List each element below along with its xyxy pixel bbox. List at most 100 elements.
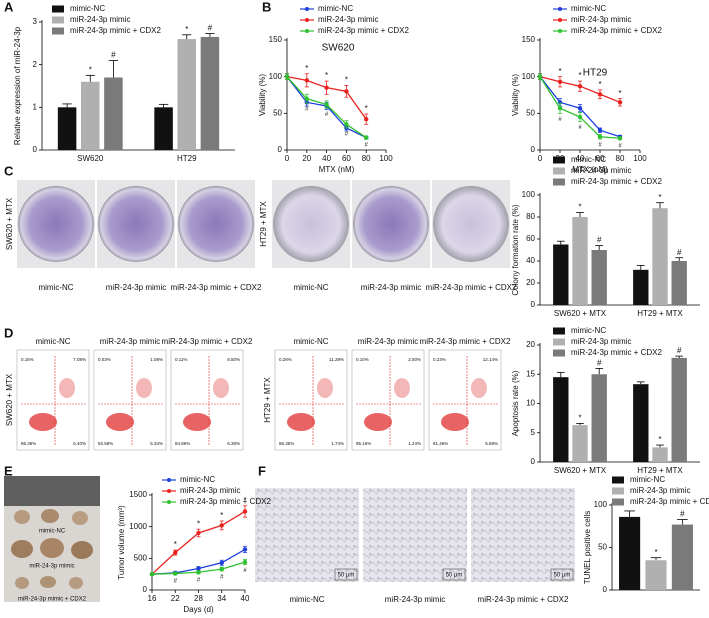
y-axis-label: Colony formation rate (%) (511, 204, 520, 295)
y-tick-label: 50 (598, 543, 607, 552)
x-tick-label: 100 (633, 154, 647, 163)
quadrant-label: 7.08% (73, 357, 86, 362)
bar (553, 244, 569, 305)
image-caption: mimic-NC (38, 283, 73, 292)
legend-label: mimic-NC (318, 4, 353, 13)
significance-marker: * (185, 25, 188, 34)
significance-marker: * (598, 80, 601, 89)
significance-marker: * (220, 511, 223, 520)
well (178, 186, 254, 262)
quadrant-label: 86.36% (21, 441, 36, 446)
y-tick-label: 0 (143, 585, 148, 594)
tumor (41, 509, 59, 523)
point (597, 92, 603, 97)
image-caption: miR-24-3p mimic + CDX2 (420, 337, 511, 346)
legend-swatch (52, 27, 64, 35)
significance-marker: * (654, 548, 657, 557)
tumor (69, 577, 83, 589)
cell-cluster (394, 378, 410, 398)
image-caption: miR-24-3p mimic + CDX2 (162, 337, 253, 346)
x-tick-label: 28 (194, 594, 203, 603)
flow-plot (93, 349, 167, 451)
quadrant-label: 0.23% (433, 357, 446, 362)
quadrant-label: 1.24% (408, 441, 421, 446)
y-tick-label: 3 (33, 17, 38, 26)
quadrant-label: 0.11% (175, 357, 187, 362)
point (557, 106, 563, 111)
legend-swatch (612, 487, 624, 495)
point (149, 571, 155, 577)
well (98, 186, 174, 262)
point (577, 84, 583, 89)
legend-swatch (553, 167, 565, 175)
image-caption: mimic-NC (39, 529, 66, 535)
x-tick-label: HT29 (177, 154, 197, 163)
x-tick-label: 80 (616, 154, 625, 163)
tunel-image (471, 488, 575, 582)
significance-marker: # (597, 236, 602, 245)
y-tick-label: 80 (526, 212, 535, 221)
bar (671, 357, 687, 462)
significance-marker: # (305, 107, 309, 113)
x-tick-label: SW620 (77, 154, 104, 163)
flow-plot (351, 349, 425, 451)
point (196, 570, 201, 575)
x-tick-label: HT29 + MTX (637, 466, 683, 475)
quadrant-label: 86.35% (279, 441, 294, 446)
scale-bar-box (550, 568, 574, 581)
bar (633, 269, 649, 305)
quadrant-label: 0.03% (98, 357, 111, 362)
flow-plot (274, 349, 348, 451)
x-axis-label: Days (d) (183, 605, 214, 614)
significance-marker: * (89, 65, 92, 74)
x-tick-label: 0 (538, 154, 543, 163)
bar (572, 217, 588, 305)
panel-letter: B (262, 0, 271, 14)
legend-swatch (553, 156, 565, 164)
legend-label: miR-24-3p mimic + CDX2 (571, 348, 662, 357)
bar (572, 425, 588, 462)
row-label: HT29 + MTX (259, 201, 268, 247)
tumor-photo (4, 476, 100, 602)
legend-label: miR-24-3p mimic (630, 486, 690, 495)
point (344, 89, 349, 94)
x-tick-label: 22 (171, 594, 180, 603)
point (324, 85, 329, 90)
significance-marker: * (558, 67, 561, 76)
legend-label: mimic-NC (180, 475, 215, 484)
point (173, 571, 178, 576)
y-tick-label: 1 (33, 102, 38, 111)
significance-marker: # (680, 510, 685, 519)
image-caption: miR-24-3p mimic (358, 337, 418, 346)
legend-label: miR-24-3p mimic (571, 337, 631, 346)
image-caption: miR-24-3p mimic (100, 337, 160, 346)
y-tick-label: 150 (522, 35, 536, 44)
image-caption: miR-24-3p mimic + CDX2 (171, 283, 262, 292)
y-axis-label: TUNEL positive cells (583, 511, 592, 585)
quadrant-label: 5.34% (150, 441, 163, 446)
significance-marker: # (174, 578, 178, 584)
tumor (14, 510, 30, 524)
quadrant-label: 2.50% (408, 357, 421, 362)
panel-letter: E (4, 463, 13, 478)
y-tick-label: 0 (603, 585, 608, 594)
significance-marker: * (305, 64, 308, 73)
legend-label: miR-24-3p mimic + CDX2 (70, 26, 161, 35)
y-tick-label: 100 (269, 72, 283, 81)
point (242, 509, 248, 514)
bar (154, 107, 173, 150)
legend-label: miR-24-3p mimic + CDX2 (571, 26, 662, 35)
tumor (71, 541, 93, 559)
legend-label: miR-24-3p mimic (571, 166, 631, 175)
image-caption: miR-24-3p mimic (361, 283, 421, 292)
y-axis-label: Tumor volume (mm³) (117, 505, 126, 580)
cell-cluster (441, 413, 469, 431)
legend-label: mimic-NC (70, 4, 105, 13)
tumor (11, 540, 33, 558)
point (242, 547, 248, 552)
cell-cluster (183, 413, 211, 431)
significance-marker: # (197, 577, 201, 583)
panel-letter: D (4, 325, 13, 340)
bar (591, 374, 607, 462)
